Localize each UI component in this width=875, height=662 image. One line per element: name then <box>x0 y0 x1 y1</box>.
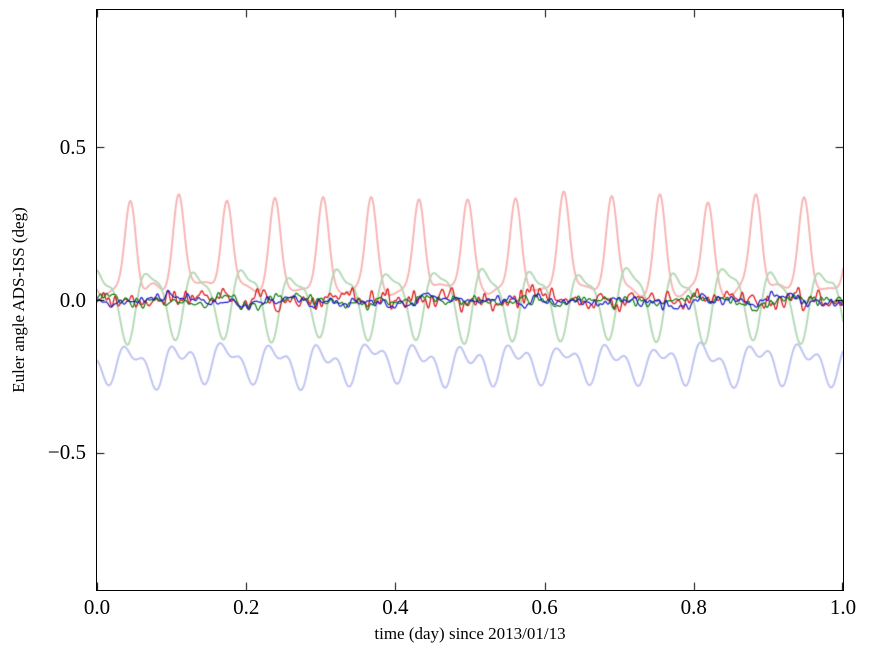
x-tick-label-2: 0.4 <box>382 595 409 619</box>
plot-area <box>96 9 844 591</box>
y-tick-label-2: 0.5 <box>59 135 86 159</box>
x-tick-label-3: 0.6 <box>531 595 558 619</box>
x-tick-label-1: 0.2 <box>233 595 260 619</box>
x-tick-label-5: 1.0 <box>829 595 857 619</box>
chart-canvas <box>97 10 843 590</box>
x-axis-label: time (day) since 2013/01/13 <box>374 624 566 643</box>
x-tick-label-0: 0.0 <box>83 595 111 619</box>
y-tick-label-0: −0.5 <box>47 440 86 464</box>
y-axis-label: Euler angle ADS-ISS (deg) <box>9 207 28 393</box>
y-tick-label-1: 0.0 <box>59 288 86 312</box>
x-tick-label-4: 0.8 <box>680 595 707 619</box>
